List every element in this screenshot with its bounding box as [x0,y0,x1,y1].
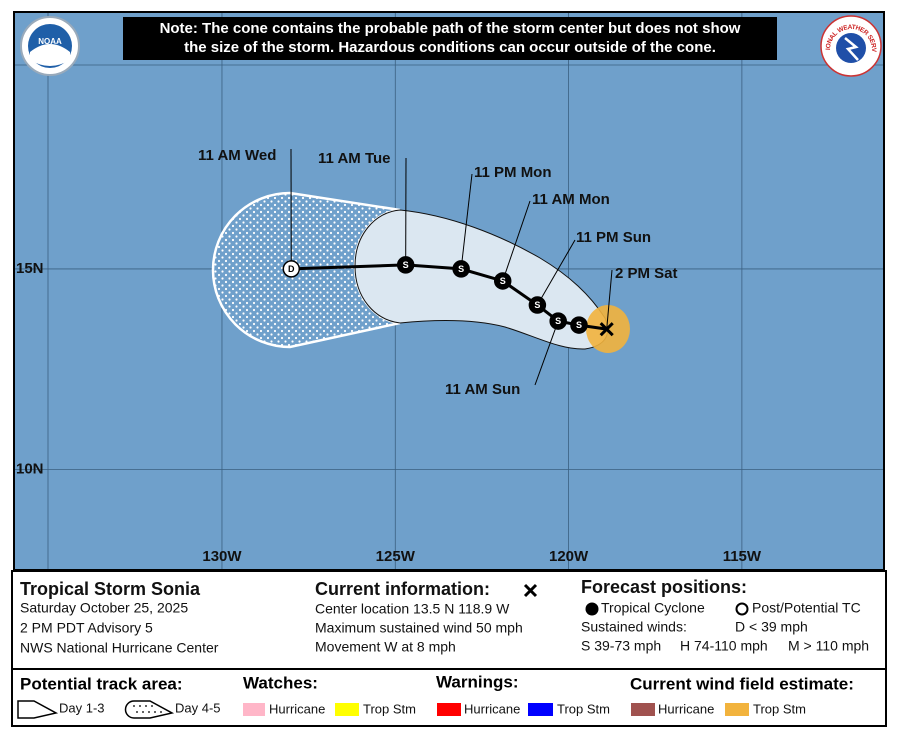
current-x-icon [523,583,538,598]
watch-hurricane: Hurricane [269,701,325,716]
forecast-symbol: S [458,264,464,274]
forecast-point [282,260,301,278]
tropical-icon [585,602,599,616]
forecast-point [452,260,470,278]
current-title: Current information: [315,579,490,599]
position-label: 11 AM Sun [445,381,520,398]
forecast-symbol: S [500,276,506,286]
note-line: the size of the storm. Hazardous conditi… [184,39,716,56]
current-line: Maximum sustained wind 50 mph [315,620,523,636]
legend-day13: Day 1-3 [59,700,105,715]
forecast-post: Post/Potential TC [752,600,861,616]
forecast-m: M > 110 mph [788,638,869,654]
legend-day13-icon [17,700,59,719]
forecast-tropical: Tropical Cyclone [601,600,705,616]
leader-line [606,269,613,330]
legend-watches-title: Watches: [243,673,318,692]
legend-wind-title: Current wind field estimate: [630,674,854,693]
leader-line [502,200,531,282]
warning-hurricane: Hurricane [464,701,520,716]
warning-hurricane-swatch [437,703,461,716]
forecast-winds: Sustained winds: [581,619,687,635]
legend-warnings-title: Warnings: [436,672,518,691]
watch-trop: Trop Stm [363,701,416,716]
watch-trop-swatch [335,703,359,716]
forecast-symbol: S [534,300,540,310]
warning-trop: Trop Stm [557,701,610,716]
leader-line [536,239,576,306]
info-panel [11,570,887,727]
storm-center: NWS National Hurricane Center [20,640,219,656]
lon-tick-label: 120W [549,548,589,565]
forecast-symbol: S [555,316,561,326]
position-label: 11 AM Tue [318,150,391,167]
legend-day45-dots [133,705,162,713]
forecast-h: H 74-110 mph [680,638,768,654]
position-label: 11 AM Mon [532,191,610,208]
lat-tick-label: 10N [16,461,44,478]
storm-advisory: 2 PM PDT Advisory 5 [20,620,153,636]
forecast-symbol: S [403,260,409,270]
forecast-s: S 39-73 mph [581,638,661,654]
map: 2 PM Sat S 11 AM Sun S 11 PM Sun S 11 AM Mon S 1… [14,12,884,570]
lon-tick-label: 125W [376,548,416,565]
note-box [123,17,777,60]
current-line: Center location 13.5 N 118.9 W [315,601,510,617]
storm-date: Saturday October 25, 2025 [20,600,188,616]
noaa-logo: NOAA [20,16,80,76]
warning-trop-swatch [528,703,553,716]
legend-day45-icon [124,700,175,719]
wind-trop: Trop Stm [753,701,806,716]
current-line: Movement W at 8 mph [315,639,456,655]
wind-hurricane: Hurricane [658,701,714,716]
position-label: 11 AM Wed [198,147,276,164]
forecast-title: Forecast positions: [581,577,747,597]
forecast-point [570,316,588,334]
forecast-point [396,256,415,274]
note-line: Note: The cone contains the probable pat… [160,20,741,37]
legend-day45: Day 4-5 [175,700,221,715]
wind-trop-swatch [725,703,749,716]
forecast-symbol: S [576,320,582,330]
watch-hurricane-swatch [243,703,265,716]
lon-tick-label: 115W [723,548,762,565]
forecast-symbol: D [288,264,295,274]
lat-tick-label: 15N [16,260,44,277]
wind-hurricane-swatch [631,703,655,716]
storm-title: Tropical Storm Sonia [20,579,201,599]
position-label: 11 PM Mon [474,164,552,181]
leader-line [534,320,559,386]
post-icon [735,602,749,616]
lon-tick-label: 130W [202,548,242,565]
forecast-point [528,296,547,314]
leader-line [460,173,473,269]
forecast-point [493,272,512,290]
forecast-d: D < 39 mph [735,619,808,635]
position-label: 11 PM Sun [576,229,651,246]
legend-track-title: Potential track area: [20,674,183,693]
noaa-text: NOAA [38,37,62,46]
forecast-point [549,312,567,330]
current-position [599,322,614,337]
position-label: 2 PM Sat [615,265,678,282]
cone-day-1-3 [354,209,609,350]
